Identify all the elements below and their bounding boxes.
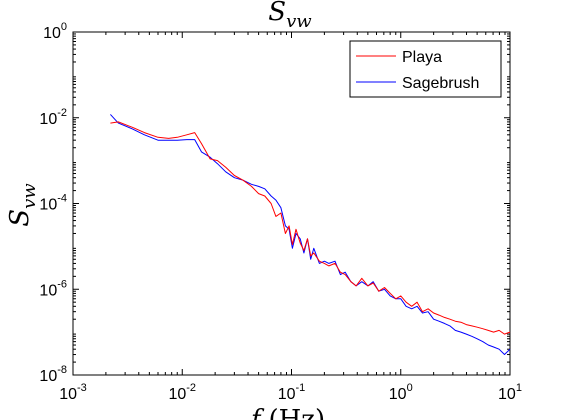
series-layer <box>110 114 511 355</box>
x-tick-label: 100 <box>389 382 413 403</box>
x-axis-ticks: 10-3 10-2 10-1 100 101 <box>59 32 522 403</box>
series-line-playa <box>110 121 511 335</box>
x-tick-label: 101 <box>498 382 522 403</box>
y-tick-label: 10-8 <box>39 364 67 385</box>
legend-label-playa: Playa <box>402 49 442 66</box>
legend: Playa Sagebrush <box>349 40 502 98</box>
y-tick-label: 10-2 <box>39 107 67 128</box>
x-tick-label: 10-2 <box>168 382 196 403</box>
legend-label-sagebrush: Sagebrush <box>402 75 479 92</box>
x-tick-label: 10-1 <box>278 382 306 403</box>
x-axis-label: f (Hz) <box>249 405 325 420</box>
x-tick-label: 10-3 <box>59 382 87 403</box>
y-tick-label: 100 <box>43 21 67 42</box>
y-tick-label: 10-6 <box>39 278 67 299</box>
y-axis-ticks: 10-8 10-6 10-4 10-2 100 <box>39 21 510 385</box>
chart-title: Svw <box>268 0 312 32</box>
y-axis-label: Svw <box>5 183 40 227</box>
y-tick-label: 10-4 <box>39 193 67 214</box>
legend-box <box>349 40 502 98</box>
series-line-sagebrush <box>110 114 511 355</box>
